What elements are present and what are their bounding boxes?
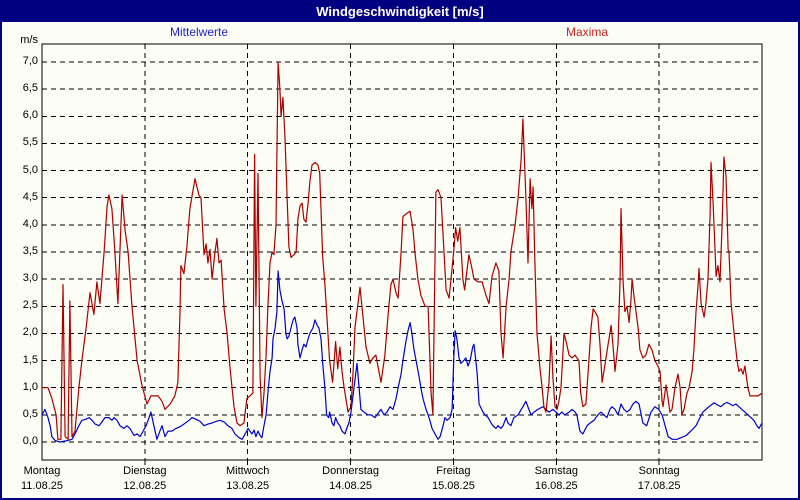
x-date-label: 17.08.25 — [637, 480, 681, 492]
x-day-label: Freitag — [436, 465, 471, 477]
x-date-label: 13.08.25 — [226, 480, 270, 492]
y-tick-label: 4,5 — [22, 190, 38, 203]
y-tick-label: 2,5 — [22, 299, 38, 312]
y-tick-label: 6,0 — [22, 109, 38, 122]
y-tick-label: 5,0 — [22, 163, 38, 176]
x-date-label: 15.08.25 — [432, 480, 475, 492]
y-tick-label: 1,5 — [22, 353, 38, 366]
mittelwerte-line — [41, 270, 763, 443]
x-day-label: Sonntag — [638, 465, 680, 477]
x-day-label: Donnerstag — [322, 465, 379, 477]
y-tick-label: 3,5 — [22, 245, 38, 257]
y-tick-label: 1,0 — [22, 380, 38, 393]
y-tick-label: 0,0 — [22, 435, 38, 447]
plot-frame — [41, 43, 763, 461]
y-tick-label: 0,5 — [22, 407, 38, 420]
x-day-label: Dienstag — [123, 465, 167, 477]
x-date-label: 14.08.25 — [329, 480, 372, 492]
x-day-label: Samstag — [534, 465, 578, 477]
legend-mittelwerte: Mittelwerte — [169, 25, 228, 39]
x-date-label: 16.08.25 — [534, 480, 578, 492]
y-axis-unit-label: m/s — [20, 34, 38, 46]
x-date-label: 12.08.25 — [123, 480, 167, 492]
window-title: Windgeschwindigkeit [m/s] — [316, 4, 484, 19]
y-tick-label: 2,0 — [22, 326, 38, 339]
y-tick-label: 5,5 — [22, 136, 38, 149]
y-tick-label: 6,5 — [22, 82, 38, 95]
y-tick-label: 3,0 — [22, 272, 38, 285]
x-date-label: 11.08.25 — [20, 480, 63, 492]
x-day-label: Mittwoch — [226, 465, 270, 477]
y-tick-label: 7,0 — [22, 55, 38, 67]
legend-maxima: Maxima — [565, 25, 608, 39]
y-tick-label: 4,0 — [22, 217, 38, 230]
x-day-label: Montag — [23, 465, 61, 477]
window-title-bar[interactable]: Windgeschwindigkeit [m/s] — [2, 2, 798, 22]
maxima-line — [41, 61, 763, 440]
